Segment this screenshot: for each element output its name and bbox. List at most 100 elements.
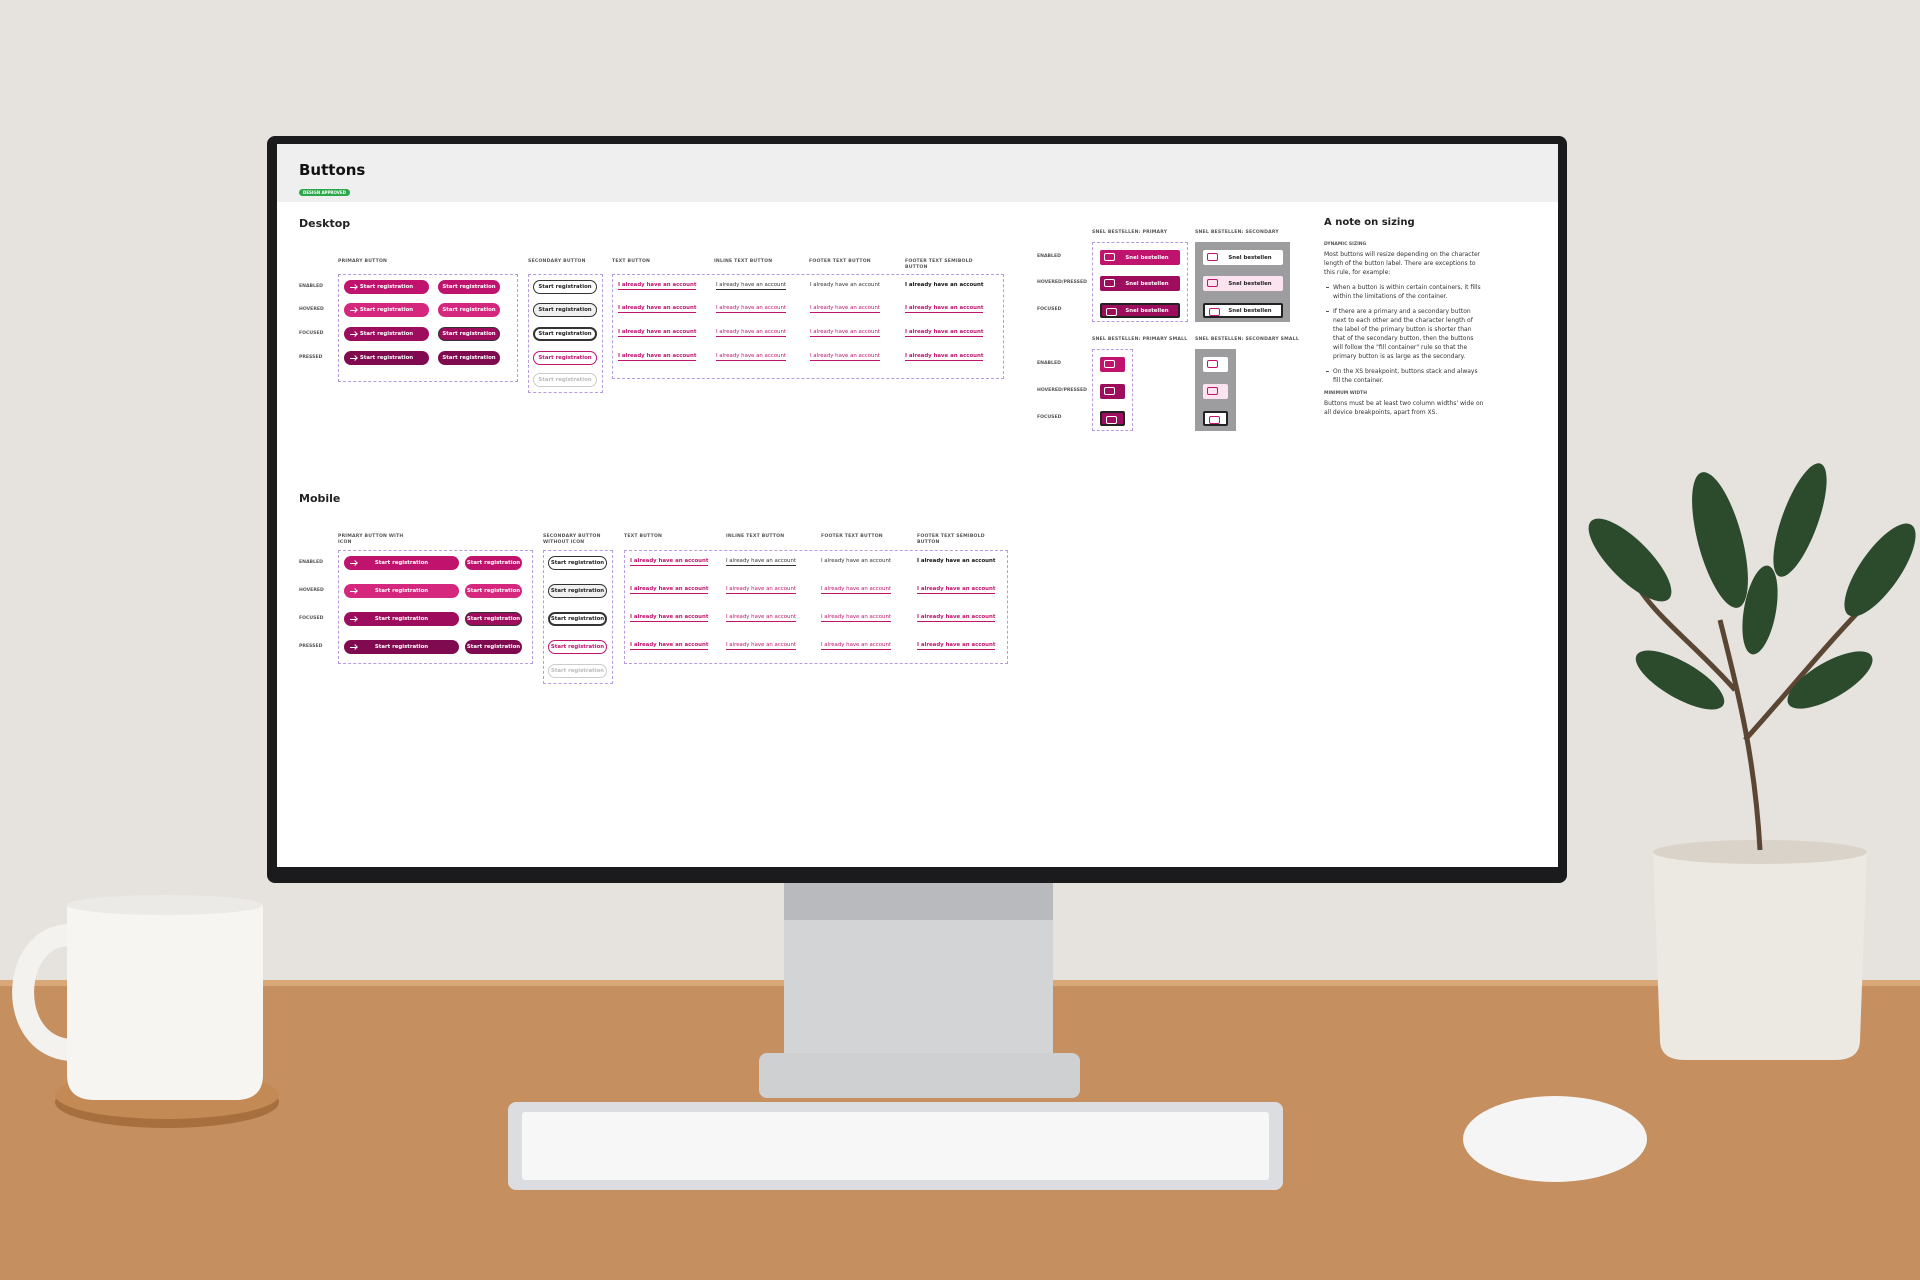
note-subheading: MINIMUM WIDTH bbox=[1324, 391, 1367, 396]
link-button: I already have an account bbox=[618, 305, 697, 313]
link-button: I already have an account bbox=[821, 614, 891, 622]
primary-icon-button: Start registration bbox=[344, 584, 459, 598]
link-button: I already have an account bbox=[810, 353, 880, 361]
primary-button: Start registration bbox=[465, 556, 522, 570]
column-header: FOOTER TEXT SEMIBOLD BUTTON bbox=[917, 534, 985, 545]
link-button: I already have an account bbox=[821, 558, 891, 564]
arrow-head bbox=[352, 644, 358, 650]
column-header: TEXT BUTTON bbox=[624, 534, 663, 539]
primary-button: Start registration bbox=[465, 584, 522, 598]
secondary-button: Start registration bbox=[533, 303, 597, 317]
arrow-head bbox=[352, 616, 358, 622]
snel-secondary-button: Snel bestellen bbox=[1203, 250, 1283, 265]
logo-icon bbox=[1106, 416, 1117, 424]
snel-primary-small-button bbox=[1100, 357, 1125, 372]
link-button: I already have an account bbox=[905, 329, 984, 337]
state-label: ENABLED bbox=[1037, 254, 1061, 259]
note-panel: A note on sizing DYNAMIC SIZING Most butto… bbox=[1324, 217, 1484, 417]
link-button: I already have an account bbox=[618, 329, 697, 337]
primary-icon-button: Start registration bbox=[344, 640, 459, 654]
snel-secondary-small-button bbox=[1203, 357, 1228, 372]
state-label: FOCUSED bbox=[299, 616, 324, 621]
arrow-head bbox=[352, 307, 358, 313]
snel-secondary-button: Snel bestellen bbox=[1203, 276, 1283, 291]
screen: Buttons DESIGN APPROVED Desktop PRIMARY BUT… bbox=[277, 144, 1558, 867]
state-label: HOVERED bbox=[299, 307, 324, 312]
primary-icon-button: Start registration bbox=[344, 327, 429, 341]
monitor-neck-shadow bbox=[784, 880, 1053, 920]
state-label: ENABLED bbox=[299, 560, 323, 565]
secondary-group bbox=[528, 274, 603, 393]
arrow-icon bbox=[350, 588, 358, 594]
leaf bbox=[1844, 523, 1916, 617]
snel-primary-button: Snel bestellen bbox=[1100, 250, 1180, 265]
secondary-button: Start registration bbox=[533, 373, 597, 387]
state-label: FOCUSED bbox=[299, 331, 324, 336]
note-bullet: On the XS breakpoint, buttons stack and … bbox=[1324, 367, 1484, 385]
primary-group bbox=[338, 274, 518, 382]
plant-leaves bbox=[1588, 463, 1916, 710]
primary-button: Start registration bbox=[438, 303, 500, 317]
leaf bbox=[1588, 518, 1672, 602]
link-button: I already have an account bbox=[905, 282, 984, 288]
snel-primary-small-button bbox=[1100, 411, 1125, 426]
note-text: Most buttons will resize depending on th… bbox=[1324, 251, 1481, 276]
link-button: I already have an account bbox=[905, 305, 984, 313]
note-text: Buttons must be at least two column widt… bbox=[1324, 400, 1484, 416]
logo-icon bbox=[1104, 360, 1115, 368]
column-header: INLINE TEXT BUTTON bbox=[714, 259, 773, 264]
column-header: PRIMARY BUTTON bbox=[338, 259, 388, 264]
link-button: I already have an account bbox=[917, 558, 996, 564]
link-button: I already have an account bbox=[618, 282, 697, 290]
column-header: SNEL BESTELLEN: SECONDARY SMALL bbox=[1195, 337, 1299, 342]
mouse bbox=[1463, 1096, 1647, 1182]
state-label: FOCUSED bbox=[1037, 307, 1062, 312]
column-header: TEXT BUTTON bbox=[612, 259, 651, 264]
primary-icon-button: Start registration bbox=[344, 556, 459, 570]
arrow-head bbox=[352, 331, 358, 337]
note-bullet: If there are a primary and a secondary b… bbox=[1324, 307, 1484, 361]
link-button: I already have an account bbox=[716, 305, 786, 313]
link-button: I already have an account bbox=[726, 642, 796, 650]
secondary-button: Start registration bbox=[548, 612, 607, 626]
snel-primary-button: Snel bestellen bbox=[1100, 276, 1180, 291]
state-label: PRESSED bbox=[299, 355, 323, 360]
leaf bbox=[1635, 650, 1725, 710]
link-button: I already have an account bbox=[810, 329, 880, 337]
bullet-dash bbox=[1326, 287, 1329, 288]
primary-button: Start registration bbox=[465, 612, 522, 626]
link-button: I already have an account bbox=[726, 614, 796, 622]
logo-icon bbox=[1104, 253, 1115, 261]
state-label: HOVERED bbox=[299, 588, 324, 593]
column-header: SNEL BESTELLEN: SECONDARY bbox=[1195, 230, 1279, 235]
arrow-icon bbox=[350, 560, 358, 566]
secondary-button: Start registration bbox=[533, 351, 597, 365]
link-button: I already have an account bbox=[917, 586, 996, 594]
primary-button: Start registration bbox=[465, 640, 522, 654]
note-subheading: DYNAMIC SIZING bbox=[1324, 242, 1367, 247]
note-bullet: When a button is within certain containe… bbox=[1324, 283, 1484, 301]
logo-icon bbox=[1209, 416, 1220, 424]
state-label: ENABLED bbox=[1037, 361, 1061, 366]
bullet-dash bbox=[1326, 311, 1329, 312]
state-label: HOVERED/PRESSED bbox=[1037, 280, 1087, 285]
logo-icon bbox=[1207, 279, 1218, 287]
snel-primary-button: Snel bestellen bbox=[1100, 303, 1180, 318]
logo-icon bbox=[1104, 387, 1115, 395]
column-header: SNEL BESTELLEN: PRIMARY SMALL bbox=[1092, 337, 1188, 342]
secondary-button: Start registration bbox=[548, 556, 607, 570]
arrow-icon bbox=[350, 616, 358, 622]
primary-icon-button: Start registration bbox=[344, 280, 429, 294]
leaf bbox=[1692, 472, 1748, 608]
link-button: I already have an account bbox=[630, 586, 709, 594]
leaf bbox=[1787, 651, 1873, 709]
state-label: PRESSED bbox=[299, 644, 323, 649]
secondary-button: Start registration bbox=[533, 280, 597, 294]
monitor-base bbox=[759, 1053, 1080, 1098]
secondary-button: Start registration bbox=[548, 640, 607, 654]
snel-primary-small-button bbox=[1100, 384, 1125, 399]
snel-secondary-small-button bbox=[1203, 411, 1228, 426]
link-button: I already have an account bbox=[810, 282, 880, 288]
link-button: I already have an account bbox=[821, 586, 891, 594]
